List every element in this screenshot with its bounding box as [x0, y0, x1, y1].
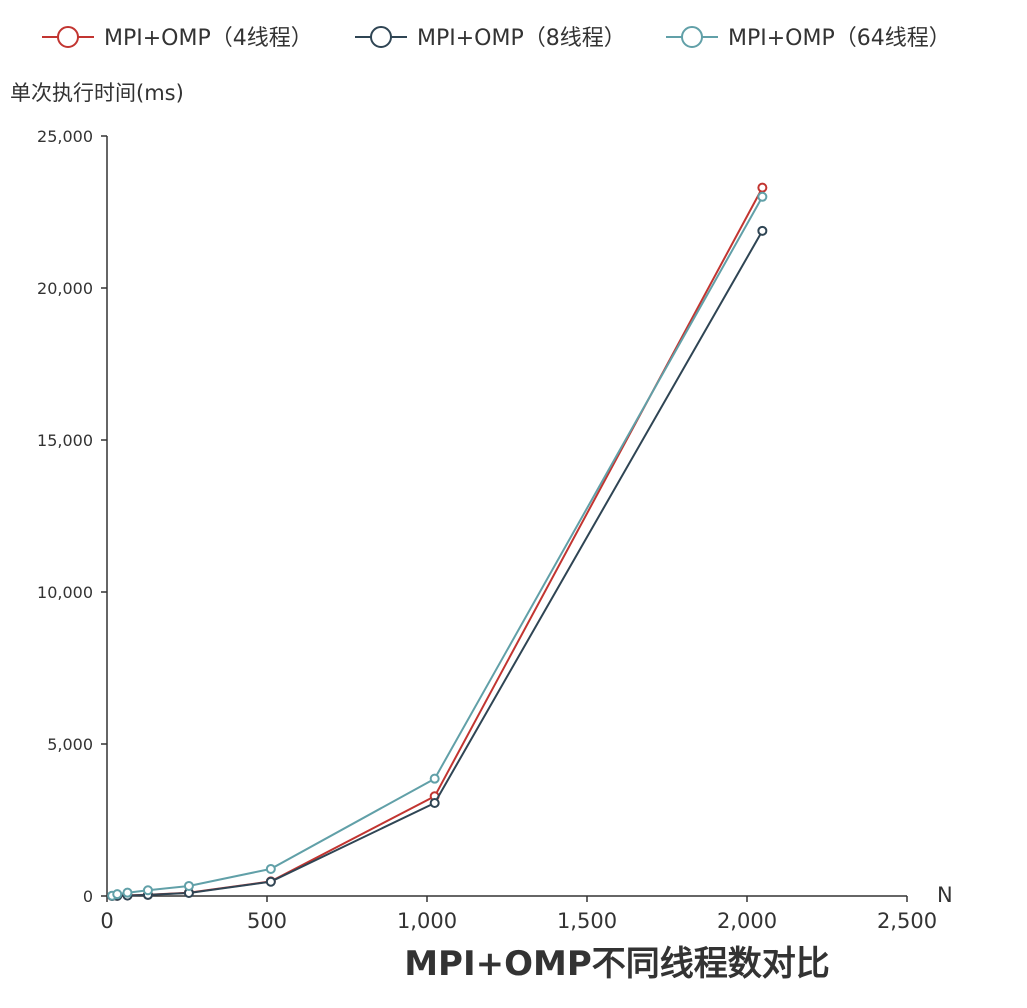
x-tick-label: 2,000: [717, 909, 777, 933]
series-2[interactable]: [107, 225, 768, 901]
y-tick-label: 0: [83, 887, 93, 906]
x-tick-label: 500: [247, 909, 287, 933]
x-tick-label: 1,500: [557, 909, 617, 933]
legend[interactable]: MPI+OMP（4线程） MPI+OMP（8线程） MPI+OMP（64线程）: [42, 26, 951, 51]
data-point[interactable]: [429, 797, 440, 808]
data-point[interactable]: [112, 889, 123, 900]
legend-label: MPI+OMP（8线程）: [417, 26, 626, 51]
series-1[interactable]: [107, 182, 768, 901]
series-layer: [107, 182, 768, 901]
y-axis-label: 单次执行时间(ms): [10, 81, 184, 105]
legend-item-2[interactable]: MPI+OMP（8线程）: [355, 26, 626, 51]
legend-label: MPI+OMP（64线程）: [728, 26, 951, 51]
y-tick-label: 25,000: [37, 127, 93, 146]
legend-circle-icon: [681, 26, 703, 48]
data-point[interactable]: [183, 880, 194, 891]
data-point[interactable]: [265, 876, 276, 887]
y-tick-label: 10,000: [37, 583, 93, 602]
legend-circle-icon: [370, 26, 392, 48]
x-tick-label: 0: [100, 909, 113, 933]
y-tick-label: 5,000: [47, 735, 93, 754]
chart-title: MPI+OMP不同线程数对比: [404, 944, 830, 984]
data-point[interactable]: [757, 182, 768, 193]
series-line[interactable]: [112, 187, 764, 897]
y-tick-label: 20,000: [37, 279, 93, 298]
legend-item-3[interactable]: MPI+OMP（64线程）: [666, 26, 951, 51]
legend-label: MPI+OMP（4线程）: [104, 26, 313, 51]
data-point[interactable]: [265, 863, 276, 874]
legend-circle-icon: [57, 26, 79, 48]
data-point[interactable]: [757, 191, 768, 202]
data-point[interactable]: [122, 887, 133, 898]
axes: 0 500 1,000 1,500 2,000 2,500 0 5,000 10,000 15,0…: [37, 127, 937, 933]
x-tick-label: 1,000: [397, 909, 457, 933]
data-point[interactable]: [429, 773, 440, 784]
y-tick-label: 15,000: [37, 431, 93, 450]
x-tick-label: 2,500: [877, 909, 937, 933]
series-3[interactable]: [107, 191, 768, 901]
legend-item-1[interactable]: MPI+OMP（4线程）: [42, 26, 313, 51]
data-point[interactable]: [757, 225, 768, 236]
x-axis-label: N: [937, 883, 953, 907]
data-point[interactable]: [142, 885, 153, 896]
